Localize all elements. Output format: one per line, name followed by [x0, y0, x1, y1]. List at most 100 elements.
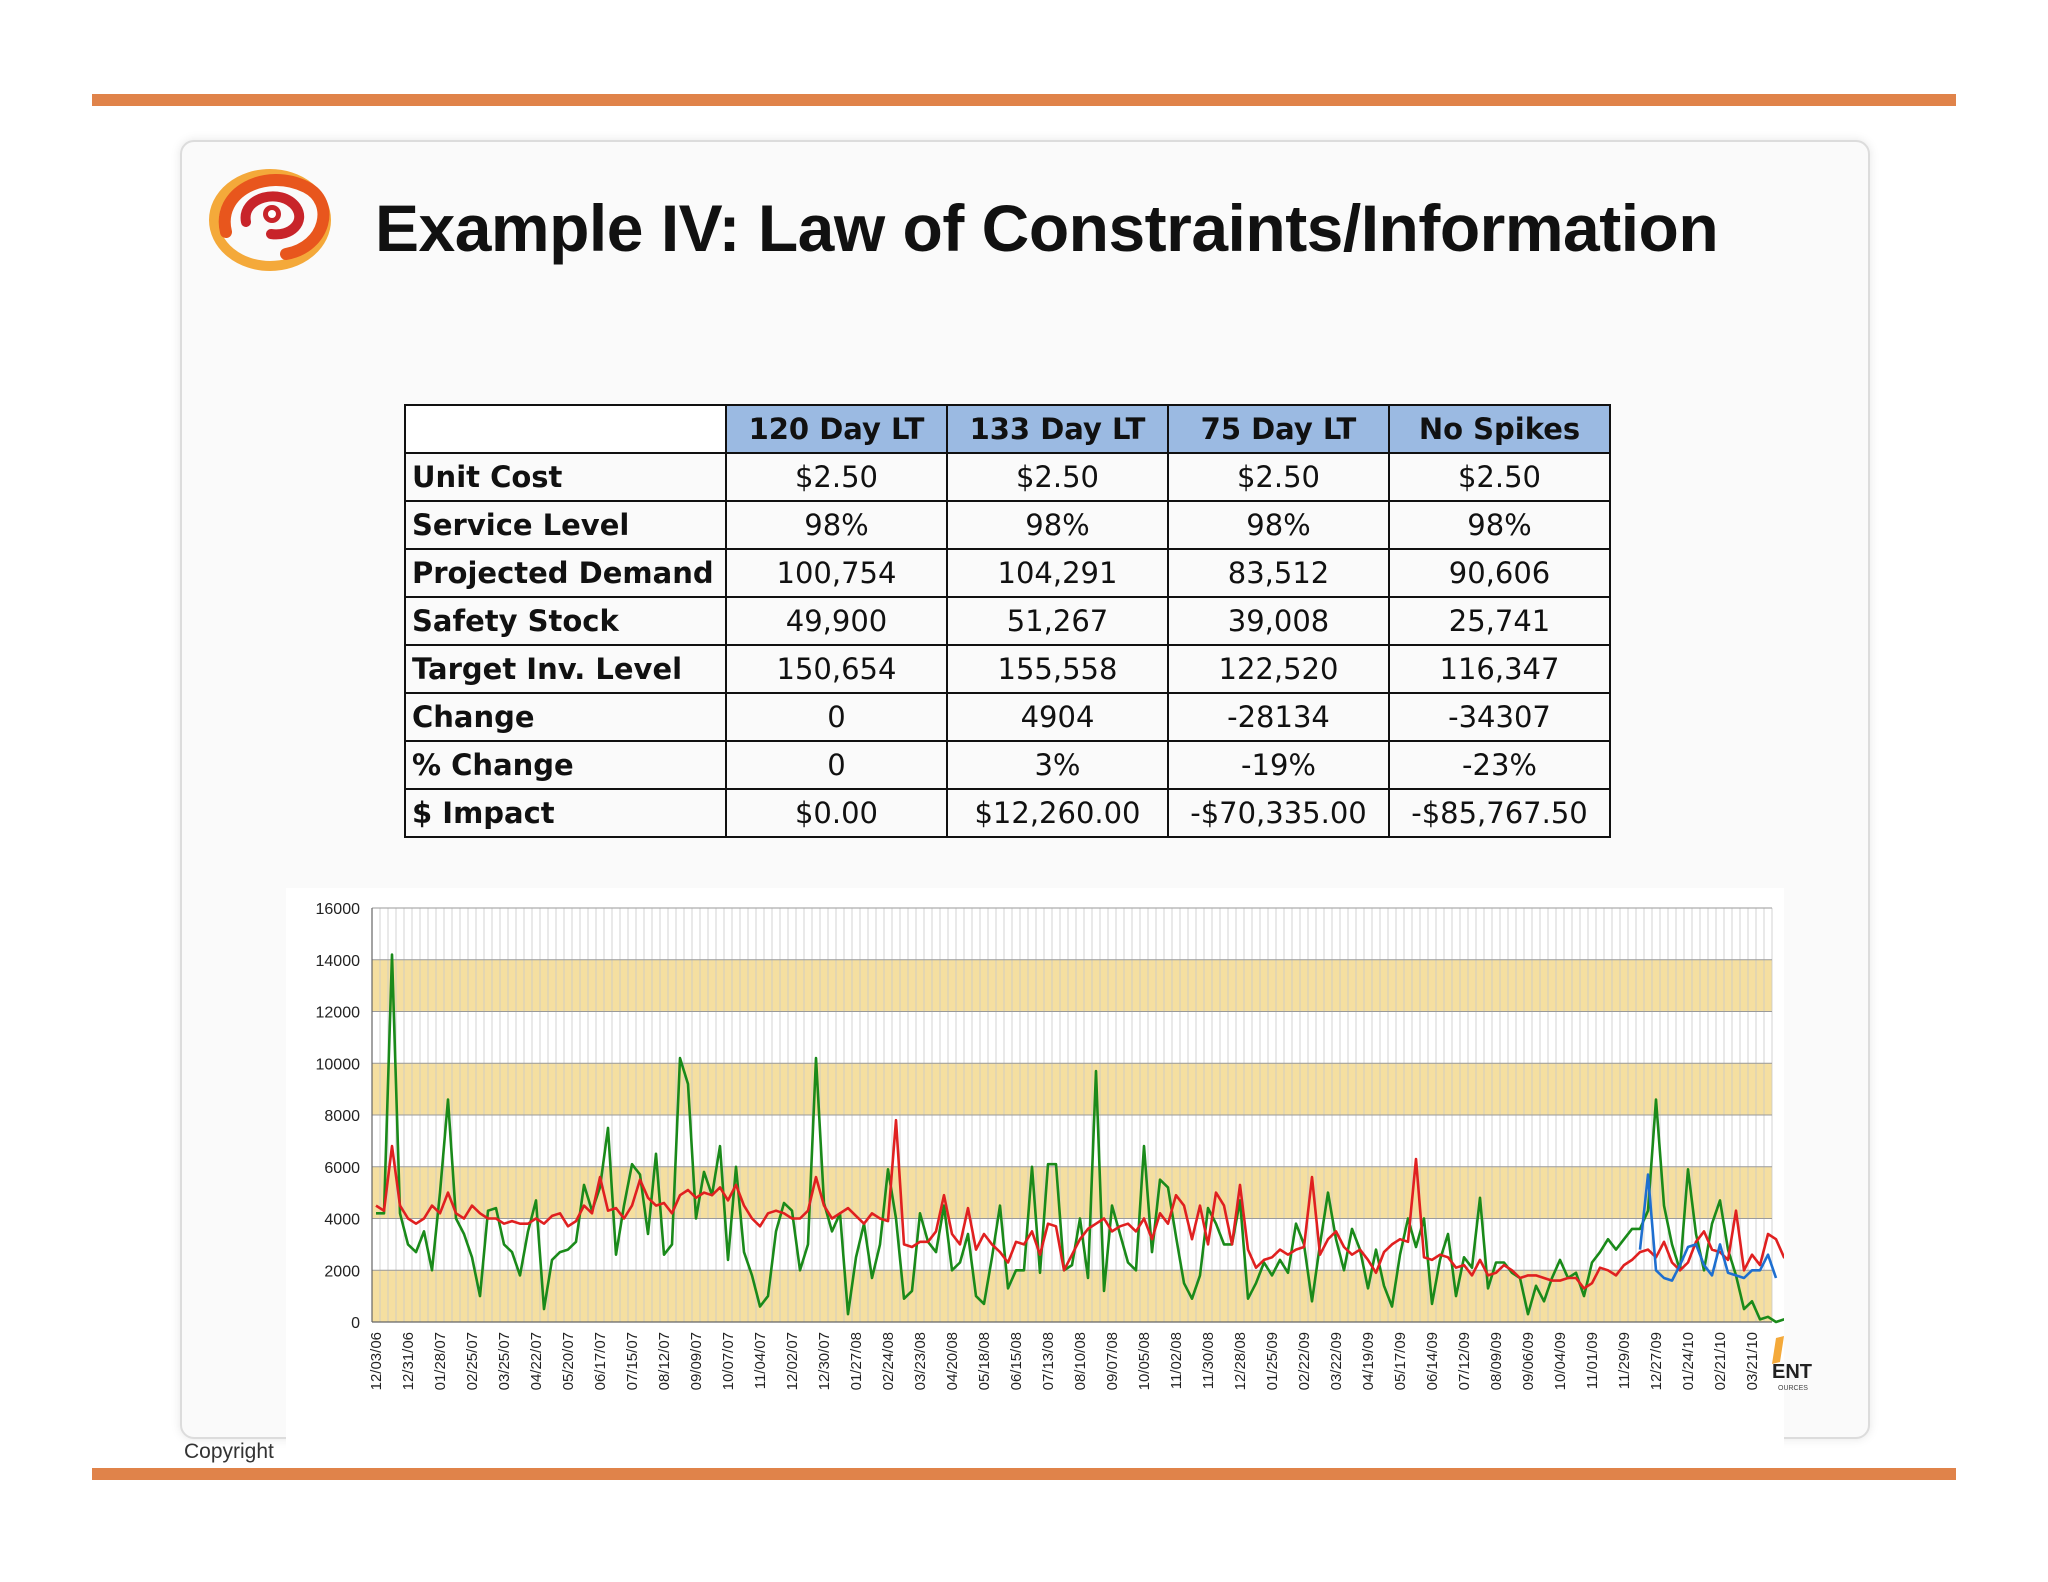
- table-cell: 51,267: [946, 596, 1169, 646]
- x-tick-label: 07/13/08: [1040, 1332, 1057, 1390]
- table-cell: $2.50: [1167, 452, 1390, 502]
- x-tick-label: 08/09/09: [1488, 1332, 1505, 1390]
- table-cell: 98%: [725, 500, 948, 550]
- y-tick-label: 2000: [324, 1263, 360, 1280]
- table-cell: 25,741: [1388, 596, 1611, 646]
- y-tick-label: 0: [351, 1315, 360, 1332]
- plot-band: [372, 1115, 1772, 1167]
- table-cell: -19%: [1167, 740, 1390, 790]
- table-cell: 0: [725, 692, 948, 742]
- x-tick-label: 01/24/10: [1680, 1332, 1697, 1390]
- x-tick-label: 05/20/07: [560, 1332, 577, 1390]
- x-tick-label: 02/25/07: [464, 1332, 481, 1390]
- table-cell: 3%: [946, 740, 1169, 790]
- row-label: Unit Cost: [404, 452, 727, 502]
- x-tick-label: 09/09/07: [688, 1332, 705, 1390]
- table-cell: 122,520: [1167, 644, 1390, 694]
- plot-band: [372, 1270, 1772, 1322]
- x-tick-label: 11/29/09: [1616, 1332, 1633, 1389]
- x-tick-label: 06/17/07: [592, 1332, 609, 1390]
- row-label: Target Inv. Level: [404, 644, 727, 694]
- comparison-table: 120 Day LT 133 Day LT 75 Day LT No Spike…: [404, 404, 1611, 838]
- x-tick-label: 05/17/09: [1392, 1332, 1409, 1390]
- table-cell: -$85,767.50: [1388, 788, 1611, 838]
- series-line-0: [376, 953, 1994, 1324]
- table-corner-cell: [404, 404, 727, 454]
- table-cell: 116,347: [1388, 644, 1611, 694]
- row-label: Change: [404, 692, 727, 742]
- table-cell: -34307: [1388, 692, 1611, 742]
- table-row: Unit Cost $2.50 $2.50 $2.50 $2.50: [404, 452, 1611, 502]
- x-tick-label: 01/25/09: [1264, 1332, 1281, 1390]
- top-accent-bar: [92, 94, 1956, 106]
- series-line-2: [1638, 1173, 1778, 1282]
- x-tick-label: 08/10/08: [1072, 1332, 1089, 1390]
- demand-line-chart: 0 2000 4000 6000 8000 10000 12000 14000 16000 12/…: [316, 901, 1994, 1390]
- table-cell: $12,260.00: [946, 788, 1169, 838]
- table-cell: 155,558: [946, 644, 1169, 694]
- y-tick-label: 14000: [316, 953, 361, 970]
- svg-text:OURCES: OURCES: [1778, 1385, 1808, 1392]
- y-tick-label: 10000: [316, 1056, 361, 1073]
- table-cell: -28134: [1167, 692, 1390, 742]
- x-tick-label: 11/01/09: [1584, 1332, 1601, 1389]
- svg-text:ENT: ENT: [1772, 1361, 1812, 1383]
- x-tick-label: 08/12/07: [656, 1332, 673, 1390]
- x-tick-label: 03/23/08: [912, 1332, 929, 1390]
- x-tick-label: 11/30/08: [1200, 1332, 1217, 1389]
- x-tick-label: 03/22/09: [1328, 1332, 1345, 1390]
- x-tick-label: 09/07/08: [1104, 1332, 1121, 1390]
- slide-title: Example IV: Law of Constraints/Informati…: [375, 191, 1719, 265]
- x-tick-label: 12/27/09: [1648, 1332, 1665, 1390]
- x-tick-label: 12/28/08: [1232, 1332, 1249, 1390]
- column-header: 75 Day LT: [1167, 404, 1390, 454]
- y-tick-label: 8000: [324, 1108, 360, 1125]
- y-tick-label: 12000: [316, 1005, 361, 1022]
- x-tick-label: 06/14/09: [1424, 1332, 1441, 1390]
- x-tick-label: 02/24/08: [880, 1332, 897, 1390]
- swirl-logo-icon: [209, 169, 331, 271]
- table-cell: 39,008: [1167, 596, 1390, 646]
- x-tick-label: 06/15/08: [1008, 1332, 1025, 1390]
- table-row: Projected Demand 100,754 104,291 83,512 90,6…: [404, 548, 1611, 598]
- x-tick-label: 10/07/07: [720, 1332, 737, 1390]
- copyright-text: Copyright: [184, 1440, 274, 1463]
- x-tick-label: 07/15/07: [624, 1332, 641, 1390]
- bottom-accent-bar: [92, 1468, 1956, 1480]
- x-tick-label: 12/31/06: [400, 1332, 417, 1390]
- plot-band: [372, 908, 1772, 960]
- table-cell: -23%: [1388, 740, 1611, 790]
- row-label: Projected Demand: [404, 548, 727, 598]
- table-row: Change 0 4904 -28134 -34307: [404, 692, 1611, 742]
- x-tick-label: 02/21/10: [1712, 1332, 1729, 1390]
- y-tick-label: 16000: [316, 901, 361, 918]
- x-tick-label: 01/27/08: [848, 1332, 865, 1390]
- table-cell: -$70,335.00: [1167, 788, 1390, 838]
- x-tick-label: 04/20/08: [944, 1332, 961, 1390]
- x-tick-label: 03/25/07: [496, 1332, 513, 1390]
- table-row: Target Inv. Level 150,654 155,558 122,520 11…: [404, 644, 1611, 694]
- table-cell: 98%: [946, 500, 1169, 550]
- row-label: % Change: [404, 740, 727, 790]
- x-tick-label: 12/30/07: [816, 1332, 833, 1390]
- table-header-row: 120 Day LT 133 Day LT 75 Day LT No Spike…: [404, 404, 1611, 454]
- table-cell: 100,754: [725, 548, 948, 598]
- x-tick-label: 07/12/09: [1456, 1332, 1473, 1390]
- plot-band: [372, 1063, 1772, 1115]
- column-header: No Spikes: [1388, 404, 1611, 454]
- x-tick-label: 03/21/10: [1744, 1332, 1761, 1390]
- plot-band: [372, 1166, 1772, 1219]
- x-tick-label: 01/28/07: [432, 1332, 449, 1390]
- x-tick-label: 09/06/09: [1520, 1332, 1537, 1390]
- x-tick-label: 12/02/07: [784, 1332, 801, 1390]
- x-tick-label: 12/03/06: [368, 1332, 385, 1390]
- x-tick-label: 02/22/09: [1296, 1332, 1313, 1390]
- column-header: 133 Day LT: [946, 404, 1169, 454]
- table-cell: 150,654: [725, 644, 948, 694]
- row-label: Service Level: [404, 500, 727, 550]
- table-cell: $0.00: [725, 788, 948, 838]
- x-tick-label: 10/04/09: [1552, 1332, 1569, 1390]
- table-row: $ Impact $0.00 $12,260.00 -$70,335.00 -$85,7…: [404, 788, 1611, 838]
- table-cell: 49,900: [725, 596, 948, 646]
- column-header: 120 Day LT: [725, 404, 948, 454]
